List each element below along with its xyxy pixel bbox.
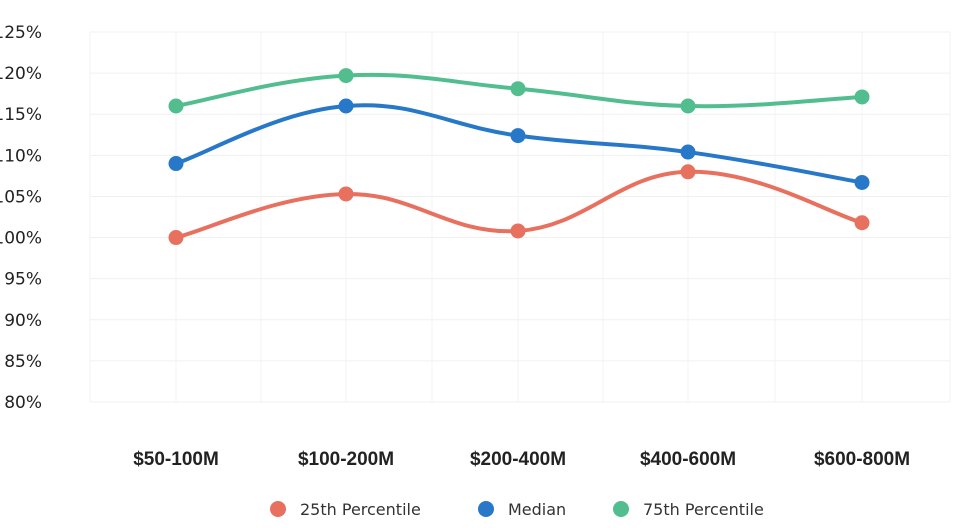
y-tick-label: 110% [0, 146, 42, 166]
data-point[interactable] [680, 164, 696, 180]
data-point[interactable] [680, 144, 696, 160]
legend-item[interactable]: 75th Percentile [613, 500, 764, 519]
legend-label: Median [508, 500, 566, 519]
data-point[interactable] [338, 98, 354, 114]
x-tick-label: $50-100M [133, 449, 219, 470]
legend-item[interactable]: Median [478, 500, 566, 519]
legend-item[interactable]: 25th Percentile [270, 500, 421, 519]
legend-label: 25th Percentile [300, 500, 421, 519]
x-axis: $50-100M $100-200M $200-400M $400-600M $600-… [133, 449, 910, 470]
y-tick-label: 90% [4, 311, 42, 331]
legend-label: 75th Percentile [643, 500, 764, 519]
series-median [168, 98, 870, 190]
y-tick-label: 80% [4, 393, 42, 413]
y-tick-label: 120% [0, 64, 42, 84]
data-point[interactable] [854, 174, 870, 190]
x-tick-label: $100-200M [298, 449, 394, 470]
data-point[interactable] [338, 186, 354, 202]
data-point[interactable] [338, 68, 354, 84]
data-point[interactable] [168, 98, 184, 114]
y-tick-label: 100% [0, 229, 42, 249]
y-tick-label: 95% [4, 270, 42, 290]
legend-marker [613, 501, 629, 517]
data-point[interactable] [168, 156, 184, 172]
data-point[interactable] [510, 81, 526, 97]
series-75th-percentile [168, 68, 870, 114]
series-25th-percentile [168, 164, 870, 246]
y-tick-label: 105% [0, 187, 42, 207]
series-group [168, 68, 870, 246]
data-point[interactable] [854, 215, 870, 231]
y-tick-label: 115% [0, 105, 42, 125]
x-tick-label: $200-400M [470, 449, 566, 470]
legend: 25th Percentile Median 75th Percentile [270, 500, 764, 519]
y-axis: 125% 120% 115% 110% 105% 100% 95% 90% 85% 80% [0, 23, 42, 413]
series-line [174, 103, 864, 185]
data-point[interactable] [854, 89, 870, 105]
legend-marker [270, 501, 286, 517]
data-point[interactable] [168, 230, 184, 246]
x-tick-label: $600-800M [814, 449, 910, 470]
data-point[interactable] [510, 128, 526, 144]
data-point[interactable] [510, 223, 526, 239]
legend-marker [478, 501, 494, 517]
data-point[interactable] [680, 98, 696, 114]
y-tick-label: 125% [0, 23, 42, 43]
y-tick-label: 85% [4, 352, 42, 372]
x-tick-label: $400-600M [640, 449, 736, 470]
